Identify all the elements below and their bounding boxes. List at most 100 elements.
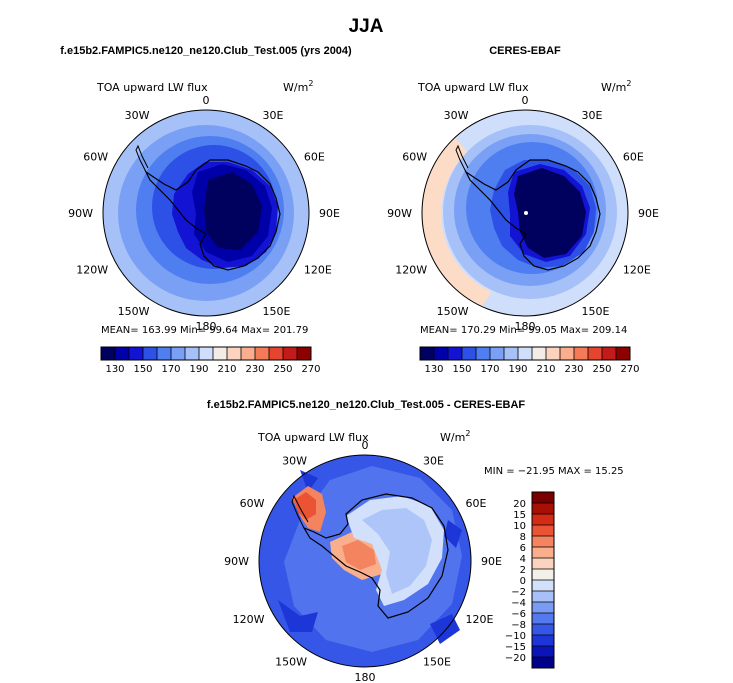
figure-title: JJA xyxy=(349,16,384,37)
lon-label-60w: 60W xyxy=(83,151,108,164)
colorbar-swatch xyxy=(532,602,554,614)
panel-diff-warm-core xyxy=(294,492,316,520)
panel-obs: CERES-EBAF TOA upward LW flux W/m2 0 30E 6… xyxy=(387,45,659,375)
colorbar-tick-label: 230 xyxy=(245,364,264,375)
colorbar-swatch xyxy=(115,347,130,360)
colorbar-swatch xyxy=(227,347,242,360)
panel-obs-peninsula xyxy=(455,144,469,173)
colorbar-swatch xyxy=(518,347,533,360)
panel-diff: f.e15b2.FAMPIC5.ne120_ne120.Club_Test.00… xyxy=(207,399,624,683)
colorbar-tick-label: 270 xyxy=(620,364,639,375)
colorbar-swatch xyxy=(532,646,554,658)
colorbar-tick-label: 10 xyxy=(513,521,526,532)
colorbar-swatch xyxy=(101,347,116,360)
lon-label-30e: 30E xyxy=(263,109,284,122)
lon-label-120w: 120W xyxy=(76,264,108,277)
colorbar-swatch xyxy=(616,347,631,360)
panel-model-units-exp: 2 xyxy=(308,79,313,88)
panel-obs-map-border xyxy=(421,109,629,317)
colorbar-tick-label: 130 xyxy=(424,364,443,375)
panel-obs-coastline xyxy=(464,159,601,271)
panel-obs-plateau-core xyxy=(514,168,586,258)
lon-label-60e: 60E xyxy=(466,497,487,510)
lon-label-60e: 60E xyxy=(623,151,644,164)
lon-label-150e: 150E xyxy=(423,656,451,669)
lon-label-120e: 120E xyxy=(623,264,651,277)
lon-label-90w: 90W xyxy=(387,207,412,220)
colorbar-tick-label: 8 xyxy=(520,532,526,543)
colorbar-swatch xyxy=(588,347,603,360)
panel-diff-map: 0 30E 60E 90E 120E 150E 180 150W 120W 90W 60W 30W xyxy=(224,439,502,683)
panel-obs-units: W/m2 xyxy=(601,79,631,94)
colorbar-swatch xyxy=(269,347,284,360)
panel-diff-stats: MIN = −21.95 MAX = 15.25 xyxy=(484,466,624,477)
colorbar-swatch xyxy=(171,347,186,360)
colorbar-swatch xyxy=(420,347,435,360)
colorbar-tick-label: 15 xyxy=(513,510,526,521)
colorbar-tick-label: 250 xyxy=(592,364,611,375)
colorbar-tick-label: 20 xyxy=(513,499,526,510)
panel-diff-variable-label: TOA upward LW flux xyxy=(257,431,369,444)
panel-model-map: 0 30E 60E 90E 120E 150E 180 150W 120W 90W 60W 30W xyxy=(68,94,340,333)
colorbar-swatch xyxy=(574,347,589,360)
panel-model-stats: MEAN= 163.99 Min= 99.64 Max= 201.79 xyxy=(101,325,308,336)
lon-label-150e: 150E xyxy=(263,305,291,318)
colorbar-tick-label: 190 xyxy=(189,364,208,375)
panel-obs-stats: MEAN= 170.29 Min= 99.05 Max= 209.14 xyxy=(420,325,627,336)
panel-obs-warm-sector xyxy=(422,137,492,306)
panel-diff-peninsula xyxy=(291,494,309,529)
lon-label-0: 0 xyxy=(522,94,529,107)
colorbar-frame xyxy=(100,346,312,361)
colorbar-swatch xyxy=(532,536,554,548)
colorbar-swatch xyxy=(185,347,200,360)
panel-obs-variable-label: TOA upward LW flux xyxy=(417,81,529,94)
colorbar-swatch xyxy=(546,347,561,360)
panel-obs-pole-marker xyxy=(524,211,528,215)
lon-label-90e: 90E xyxy=(481,555,502,568)
colorbar-swatch xyxy=(532,657,554,669)
lon-label-0: 0 xyxy=(362,439,369,452)
lon-label-150w: 150W xyxy=(275,656,307,669)
panel-model-units-main: W/m xyxy=(283,81,308,94)
panel-obs-colorbar: 130 150 170 190 210 230 250 270 xyxy=(419,346,640,375)
colorbar-swatch xyxy=(532,514,554,526)
lon-label-60e: 60E xyxy=(304,151,325,164)
panel-model-coastline xyxy=(144,159,281,271)
panel-diff-units-main: W/m xyxy=(440,431,465,444)
colorbar-swatch xyxy=(199,347,214,360)
lon-label-60w: 60W xyxy=(402,151,427,164)
lon-label-180: 180 xyxy=(515,320,536,333)
lon-label-30e: 30E xyxy=(423,455,444,468)
lon-label-60w: 60W xyxy=(240,497,265,510)
lon-label-120e: 120E xyxy=(466,613,494,626)
colorbar-swatch xyxy=(297,347,312,360)
panel-model-subtitle: f.e15b2.FAMPIC5.ne120_ne120.Club_Test.00… xyxy=(60,45,352,57)
colorbar-swatch xyxy=(532,591,554,603)
colorbar-tick-label: 150 xyxy=(133,364,152,375)
panel-model-lon-labels: 0 30E 60E 90E 120E 150E 180 150W 120W 90W 60W 30W xyxy=(68,94,340,333)
colorbar-tick-label: −15 xyxy=(505,642,526,653)
lon-label-30w: 30W xyxy=(444,109,469,122)
panel-obs-lon-labels: 0 30E 60E 90E 120E 150E 180 150W 120W 90W 60W 30W xyxy=(387,94,659,333)
colorbar-swatch xyxy=(532,580,554,592)
lon-label-30w: 30W xyxy=(125,109,150,122)
colorbar-tick-label: 270 xyxy=(301,364,320,375)
panel-diff-subtitle: f.e15b2.FAMPIC5.ne120_ne120.Club_Test.00… xyxy=(207,399,526,411)
colorbar-tick-label: 6 xyxy=(520,543,526,554)
panel-obs-map: 0 30E 60E 90E 120E 150E 180 150W 120W 90W 60W 30W xyxy=(387,94,659,333)
colorbar-swatch xyxy=(448,347,463,360)
colorbar-swatch xyxy=(532,613,554,625)
panel-model: f.e15b2.FAMPIC5.ne120_ne120.Club_Test.00… xyxy=(60,45,352,375)
colorbar-swatch xyxy=(602,347,617,360)
colorbar-swatch xyxy=(532,558,554,570)
colorbar-tick-label: −20 xyxy=(505,653,526,664)
colorbar-swatch xyxy=(532,492,554,504)
colorbar-swatch xyxy=(532,635,554,647)
colorbar-swatch xyxy=(241,347,256,360)
panel-obs-subtitle: CERES-EBAF xyxy=(489,45,561,57)
panel-diff-warm-ross-core xyxy=(342,540,376,570)
colorbar-tick-label: 210 xyxy=(536,364,555,375)
colorbar-swatch xyxy=(532,525,554,537)
panel-diff-map-border xyxy=(258,454,472,668)
